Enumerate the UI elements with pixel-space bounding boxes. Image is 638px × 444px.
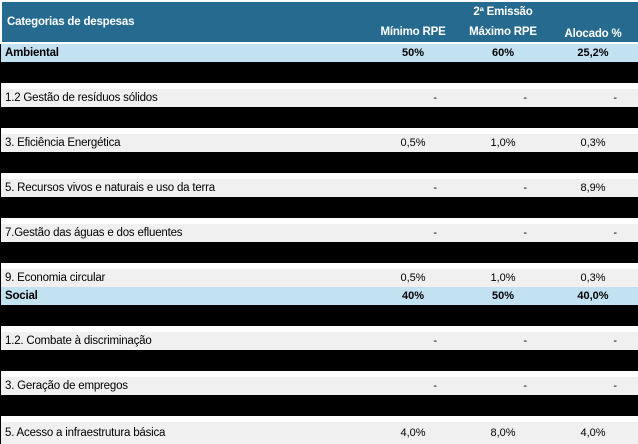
separator-band	[0, 62, 638, 83]
row-label: 9. Economia circular	[5, 272, 106, 284]
min-rpe-value: -	[433, 227, 437, 239]
separator-band	[0, 242, 638, 263]
alocado-value: 0,3%	[580, 137, 606, 149]
value-column-headers: Mínimo RPE Máximo RPE Alocado %	[368, 21, 638, 42]
row-label: 1.2 Gestão de resíduos sólidos	[5, 92, 158, 104]
min-rpe-value: 40%	[401, 290, 425, 302]
row-social: Social 40% 50% 40,0%	[0, 287, 638, 305]
row-spacer	[0, 218, 638, 224]
alocado-value: 40,0%	[577, 290, 609, 302]
header-spacer	[0, 42, 638, 44]
row-ambiental: Ambiental 50% 60% 25,2%	[0, 44, 638, 62]
row-combate-discriminacao: 1.2. Combate à discriminação - - -	[0, 332, 638, 350]
max-rpe-value: -	[523, 335, 527, 347]
table-header: Categorias de despesas 2ª Emissão Mínimo…	[2, 2, 638, 42]
row-recursos-vivos-naturais: 5. Recursos vivos e naturais e uso da te…	[0, 179, 638, 197]
max-rpe-value: 8,0%	[490, 427, 516, 439]
row-spacer	[0, 263, 638, 269]
min-rpe-value: 0,5%	[400, 272, 426, 284]
row-label: Social	[5, 290, 38, 302]
alocado-value: 0,3%	[580, 272, 606, 284]
min-rpe-value: -	[433, 335, 437, 347]
table-body: Ambiental 50% 60% 25,2% 1.2 Gestão de re…	[0, 44, 638, 444]
max-rpe-value: 60%	[491, 47, 515, 59]
row-spacer	[0, 326, 638, 332]
alocado-value: -	[613, 227, 617, 239]
separator-band	[0, 197, 638, 218]
min-rpe-value: 50%	[401, 47, 425, 59]
column-header-maximo-rpe: Máximo RPE	[469, 25, 537, 38]
row-gestao-aguas-efluentes: 7.Gestão das águas e dos efluentes - - -	[0, 224, 638, 242]
column-header-minimo-rpe: Mínimo RPE	[380, 25, 446, 38]
alocado-value: -	[613, 380, 617, 392]
max-rpe-value: 1,0%	[490, 137, 516, 149]
column-header-alocado: Alocado %	[564, 27, 622, 40]
separator-band	[0, 152, 638, 173]
max-rpe-value: -	[523, 227, 527, 239]
min-rpe-value: -	[433, 380, 437, 392]
row-spacer	[0, 83, 638, 89]
alocado-value: 8,9%	[580, 182, 606, 194]
min-rpe-value: -	[433, 92, 437, 104]
min-rpe-value: 0,5%	[400, 137, 426, 149]
row-geracao-empregos: 3. Geração de empregos - - -	[0, 377, 638, 395]
row-label: 3. Geração de empregos	[5, 380, 128, 392]
emission-group-header: 2ª Emissão	[473, 5, 533, 18]
separator-band	[0, 350, 638, 371]
row-gestao-residuos-solidos: 1.2 Gestão de resíduos sólidos - - -	[0, 89, 638, 107]
max-rpe-value: -	[523, 92, 527, 104]
min-rpe-value: 4,0%	[400, 427, 426, 439]
row-eficiencia-energetica: 3. Eficiência Energética 0,5% 1,0% 0,3%	[0, 134, 638, 152]
row-spacer	[0, 416, 638, 422]
min-rpe-value: -	[433, 182, 437, 194]
alocado-value: -	[613, 92, 617, 104]
alocado-value: -	[613, 335, 617, 347]
row-spacer	[0, 371, 638, 377]
max-rpe-value: 50%	[491, 290, 515, 302]
separator-band	[0, 305, 638, 326]
separator-band	[0, 395, 638, 416]
row-label: 5. Acesso a infraestrutura básica	[5, 427, 166, 439]
row-spacer	[0, 128, 638, 134]
row-economia-circular: 9. Economia circular 0,5% 1,0% 0,3%	[0, 269, 638, 287]
category-column-header: Categorias de despesas	[7, 16, 135, 28]
row-spacer	[0, 173, 638, 179]
row-label: 3. Eficiência Energética	[5, 137, 121, 149]
emission-header-group: 2ª Emissão Mínimo RPE Máximo RPE Alocado…	[368, 2, 638, 42]
row-label: 1.2. Combate à discriminação	[5, 335, 152, 347]
max-rpe-value: -	[523, 182, 527, 194]
max-rpe-value: 1,0%	[490, 272, 516, 284]
row-label: Ambiental	[5, 47, 59, 59]
row-label: 7.Gestão das águas e dos efluentes	[5, 227, 183, 239]
separator-band	[0, 107, 638, 128]
row-acesso-infraestrutura: 5. Acesso a infraestrutura básica 4,0% 8…	[0, 422, 638, 444]
alocado-value: 4,0%	[580, 427, 606, 439]
alocado-value: 25,2%	[577, 47, 609, 59]
row-label: 5. Recursos vivos e naturais e uso da te…	[5, 182, 216, 194]
max-rpe-value: -	[523, 380, 527, 392]
